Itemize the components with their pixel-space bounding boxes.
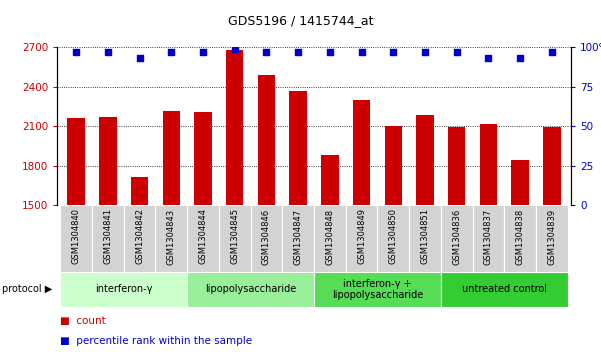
Point [388,49,398,55]
Text: ■  count: ■ count [60,316,106,326]
Text: GSM1304844: GSM1304844 [198,208,207,265]
Text: GSM1304847: GSM1304847 [294,208,303,265]
Point [293,49,303,55]
Point [547,49,557,55]
Point [103,49,112,55]
Bar [416,115,434,205]
Text: GSM1304837: GSM1304837 [484,208,493,265]
Bar [409,205,441,272]
Point [484,55,493,61]
Bar [346,205,377,272]
Bar [504,205,536,272]
Text: GSM1304842: GSM1304842 [135,208,144,265]
Bar [290,91,307,205]
Bar [187,272,314,307]
Text: GSM1304848: GSM1304848 [325,208,334,265]
Bar [219,205,251,272]
Bar [124,205,156,272]
Bar [60,205,92,272]
Bar [226,50,243,205]
Bar [60,272,187,307]
Text: interferon-γ: interferon-γ [95,285,153,294]
Text: GSM1304838: GSM1304838 [516,208,525,265]
Point [420,49,430,55]
Bar [162,111,180,205]
Bar [441,205,472,272]
Point [72,49,81,55]
Bar [314,205,346,272]
Text: GSM1304843: GSM1304843 [167,208,175,265]
Point [230,46,240,52]
Text: GSM1304841: GSM1304841 [103,208,112,265]
Text: GSM1304849: GSM1304849 [357,208,366,265]
Bar [251,205,282,272]
Point [357,49,367,55]
Point [198,49,208,55]
Bar [282,205,314,272]
Bar [194,112,212,205]
Bar [511,160,529,205]
Bar [536,205,568,272]
Bar [448,127,466,205]
Text: GSM1304836: GSM1304836 [453,208,461,265]
Text: ■  percentile rank within the sample: ■ percentile rank within the sample [60,336,252,346]
Bar [353,100,370,205]
Point [166,49,176,55]
Bar [258,75,275,205]
Bar [67,118,85,205]
Text: GSM1304850: GSM1304850 [389,208,398,265]
Text: GDS5196 / 1415744_at: GDS5196 / 1415744_at [228,15,373,28]
Text: interferon-γ +
lipopolysaccharide: interferon-γ + lipopolysaccharide [332,279,423,300]
Bar [321,155,338,205]
Point [325,49,335,55]
Text: untreated control: untreated control [462,285,547,294]
Bar [156,205,187,272]
Text: GSM1304840: GSM1304840 [72,208,81,265]
Bar [187,205,219,272]
Bar [441,272,568,307]
Bar [480,123,497,205]
Point [452,49,462,55]
Bar [472,205,504,272]
Text: GSM1304845: GSM1304845 [230,208,239,265]
Text: GSM1304839: GSM1304839 [548,208,557,265]
Bar [377,205,409,272]
Text: protocol ▶: protocol ▶ [2,285,52,294]
Text: lipopolysaccharide: lipopolysaccharide [205,285,296,294]
Bar [314,272,441,307]
Text: GSM1304846: GSM1304846 [262,208,271,265]
Bar [543,127,561,205]
Point [516,55,525,61]
Point [261,49,271,55]
Bar [99,117,117,205]
Point [135,55,144,61]
Bar [385,126,402,205]
Bar [131,177,148,205]
Bar [92,205,124,272]
Text: GSM1304851: GSM1304851 [421,208,430,265]
